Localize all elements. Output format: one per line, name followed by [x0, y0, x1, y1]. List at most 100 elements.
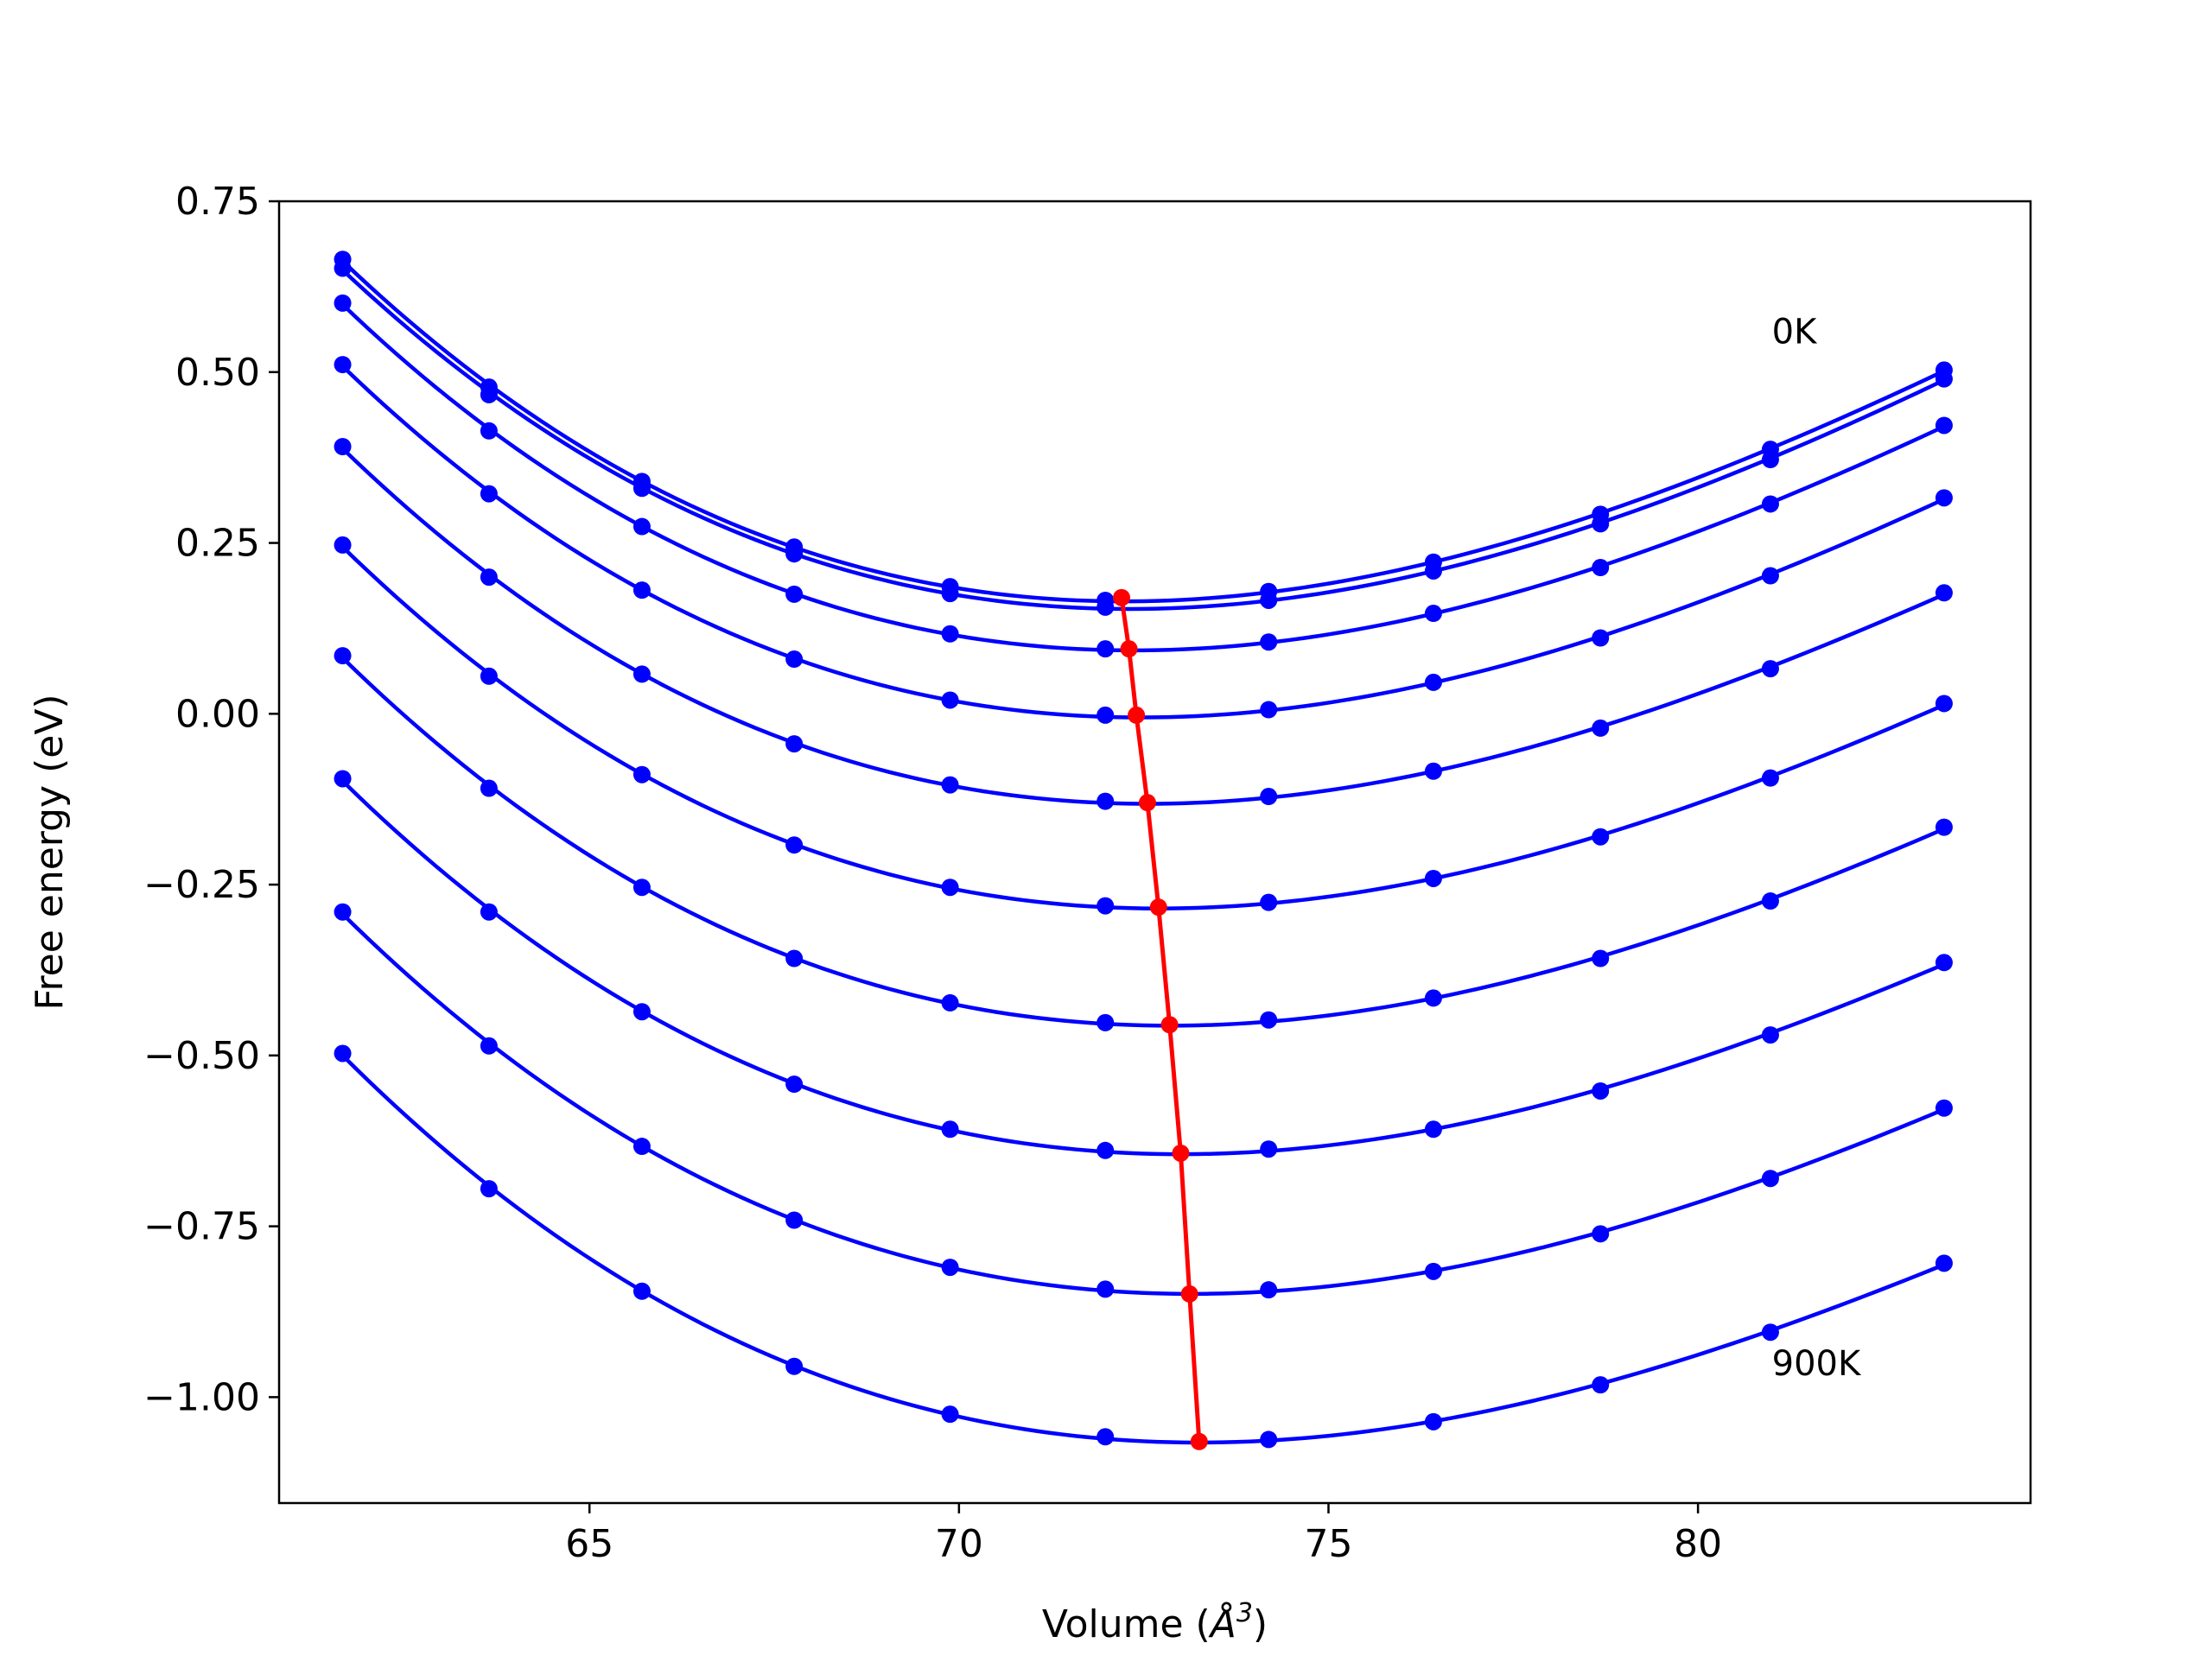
data-point — [1424, 561, 1442, 580]
y-tick-label: −0.75 — [143, 1205, 260, 1249]
data-point — [1592, 629, 1610, 647]
data-point — [1096, 1013, 1115, 1031]
series-line — [340, 447, 1945, 806]
data-point — [1592, 828, 1610, 846]
data-point — [941, 879, 959, 897]
data-point — [480, 1180, 498, 1198]
data-point — [334, 259, 352, 277]
data-point — [785, 585, 804, 603]
data-point — [1935, 695, 1953, 713]
minimum-point — [1120, 640, 1138, 658]
data-point — [1096, 1141, 1115, 1159]
y-tick-label: −1.00 — [143, 1375, 260, 1419]
data-point — [1260, 1430, 1278, 1449]
y-tick-label: 0.75 — [175, 180, 260, 224]
data-point — [1761, 769, 1779, 787]
minimum-point — [1160, 1016, 1179, 1034]
data-point — [1260, 788, 1278, 806]
data-point — [1096, 1280, 1115, 1298]
data-point — [334, 536, 352, 554]
data-point — [334, 903, 352, 921]
series-line — [340, 912, 1945, 1297]
curves-layer — [334, 251, 1953, 1449]
data-point — [785, 1357, 804, 1375]
data-point — [1260, 633, 1278, 651]
data-point — [941, 993, 959, 1012]
data-point — [1935, 416, 1953, 435]
data-point — [1424, 762, 1442, 780]
data-point — [1592, 559, 1610, 577]
data-point — [480, 422, 498, 440]
series-line — [340, 657, 1945, 1028]
data-point — [334, 770, 352, 788]
data-point — [480, 385, 498, 403]
data-point — [334, 294, 352, 312]
data-point — [632, 665, 651, 683]
data-point — [632, 581, 651, 599]
series-line — [341, 259, 1945, 604]
data-point — [632, 765, 651, 783]
data-point — [1935, 954, 1953, 972]
data-point — [1096, 706, 1115, 724]
series-line — [340, 365, 1945, 720]
plot-frame — [277, 200, 2032, 1505]
y-tick-label: −0.50 — [143, 1034, 260, 1078]
data-point — [1935, 370, 1953, 388]
data-point — [1096, 1428, 1115, 1446]
data-point — [1260, 893, 1278, 911]
data-point — [1260, 591, 1278, 609]
data-point — [632, 1003, 651, 1021]
x-axis-label: Volume (Å3) — [1042, 1598, 1268, 1646]
minimum-point — [1138, 794, 1156, 812]
data-point — [334, 1044, 352, 1063]
minimum-point — [1128, 706, 1146, 724]
data-point — [480, 779, 498, 797]
x-tick-label: 65 — [565, 1522, 613, 1566]
data-point — [1935, 818, 1953, 836]
data-point — [1424, 1412, 1442, 1430]
data-point — [941, 776, 959, 794]
data-point — [785, 1075, 804, 1094]
y-tick-label: 0.50 — [175, 351, 260, 395]
y-tick-label: 0.25 — [175, 522, 260, 566]
series-line — [341, 269, 1945, 612]
data-point — [1424, 1262, 1442, 1280]
data-point — [632, 1282, 651, 1300]
series-line — [341, 303, 1945, 653]
minimum-point — [1190, 1432, 1208, 1450]
data-point — [480, 667, 498, 685]
data-point — [785, 735, 804, 753]
data-point — [1260, 1140, 1278, 1158]
data-point — [1592, 719, 1610, 737]
minimum-point — [1172, 1144, 1190, 1162]
data-point — [1096, 640, 1115, 658]
data-point — [941, 585, 959, 603]
y-axis-label: Free energy (eV) — [28, 694, 72, 1010]
data-point — [1260, 1281, 1278, 1299]
y-tick-label: 0.00 — [175, 692, 260, 736]
data-point — [480, 568, 498, 587]
data-point — [1935, 1099, 1953, 1117]
data-point — [785, 650, 804, 669]
data-point — [632, 1138, 651, 1156]
y-tick-label: −0.25 — [143, 863, 260, 907]
data-point — [1424, 869, 1442, 887]
data-point — [785, 1211, 804, 1229]
data-point — [480, 1037, 498, 1055]
data-point — [785, 836, 804, 854]
data-point — [1424, 605, 1442, 623]
minima-layer — [1113, 588, 1208, 1450]
data-point — [1761, 451, 1779, 469]
data-point — [632, 517, 651, 536]
data-point — [1424, 673, 1442, 691]
data-point — [1592, 1376, 1610, 1394]
minimum-point — [1113, 588, 1131, 606]
data-point — [941, 1405, 959, 1424]
data-point — [480, 903, 498, 921]
minima-line — [1119, 597, 1202, 1442]
data-point — [632, 879, 651, 897]
series-line — [340, 779, 1945, 1157]
data-point — [941, 1120, 959, 1139]
data-point — [941, 1259, 959, 1277]
data-point — [1935, 1254, 1953, 1272]
